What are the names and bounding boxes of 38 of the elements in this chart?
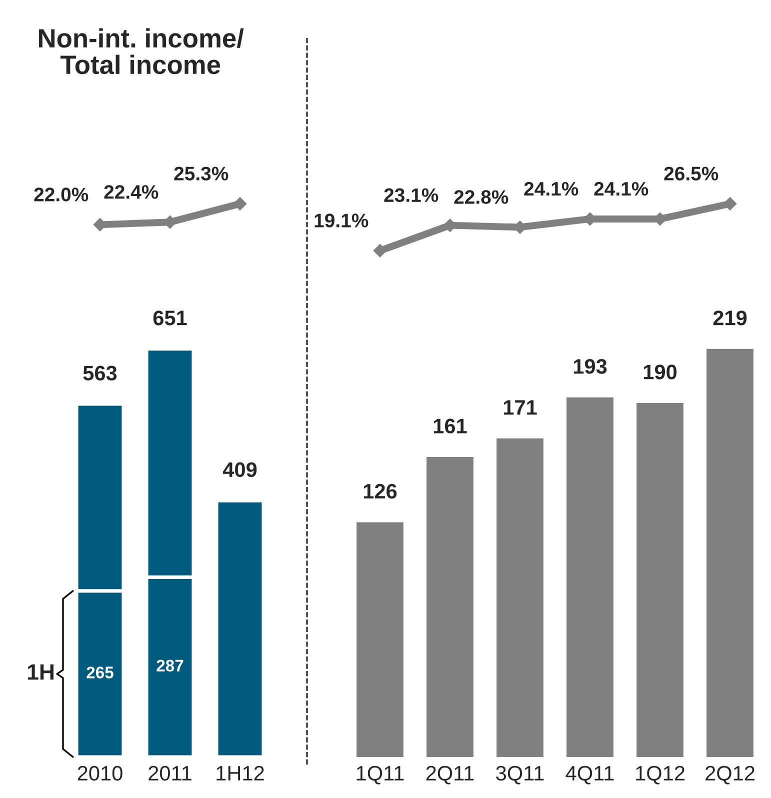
data-label: 26.5%: [664, 166, 718, 180]
bar: [356, 522, 404, 757]
x-tick-label: 2Q12: [706, 766, 754, 784]
x-tick-label: 1H12: [216, 766, 264, 780]
text: 1H: [28, 664, 54, 680]
data-label: 219: [713, 310, 747, 326]
data-label: 287: [156, 660, 184, 672]
data-label: 171: [504, 400, 537, 415]
data-label: 190: [644, 364, 677, 380]
chart-title: Non-int. income/ Total income: [39, 28, 244, 74]
data-label: 22.4%: [104, 185, 158, 199]
x-tick-label: 2Q11: [426, 766, 474, 784]
x-tick-label: 2011: [148, 766, 192, 781]
data-label: 25.3%: [174, 166, 228, 180]
data-label: 265: [86, 666, 114, 678]
x-tick-label: 3Q11: [496, 766, 544, 784]
bar: [706, 348, 754, 757]
total-label: 563: [83, 366, 117, 381]
x-tick-label: 1Q11: [356, 766, 404, 784]
data-label: 126: [364, 484, 397, 499]
data-label: 193: [574, 359, 607, 374]
data-label: 161: [434, 418, 467, 434]
data-label: 23.1%: [384, 188, 438, 202]
x-tick-label: 4Q11: [566, 766, 614, 784]
data-label: 22.8%: [454, 190, 508, 204]
data-label: 24.1%: [524, 182, 578, 196]
point: [373, 244, 387, 258]
total-label: 409: [222, 462, 257, 478]
x-tick-label: 2010: [78, 766, 122, 781]
x-tick-label: 1Q12: [636, 766, 684, 784]
data-label: 19.1%: [314, 214, 368, 228]
total-label: 651: [153, 310, 187, 326]
data-label: 22.0%: [34, 188, 88, 202]
bar: [566, 397, 614, 757]
bar: [426, 456, 474, 757]
bar: [496, 438, 544, 757]
data-label: 24.1%: [594, 182, 648, 196]
bar: [636, 402, 684, 757]
